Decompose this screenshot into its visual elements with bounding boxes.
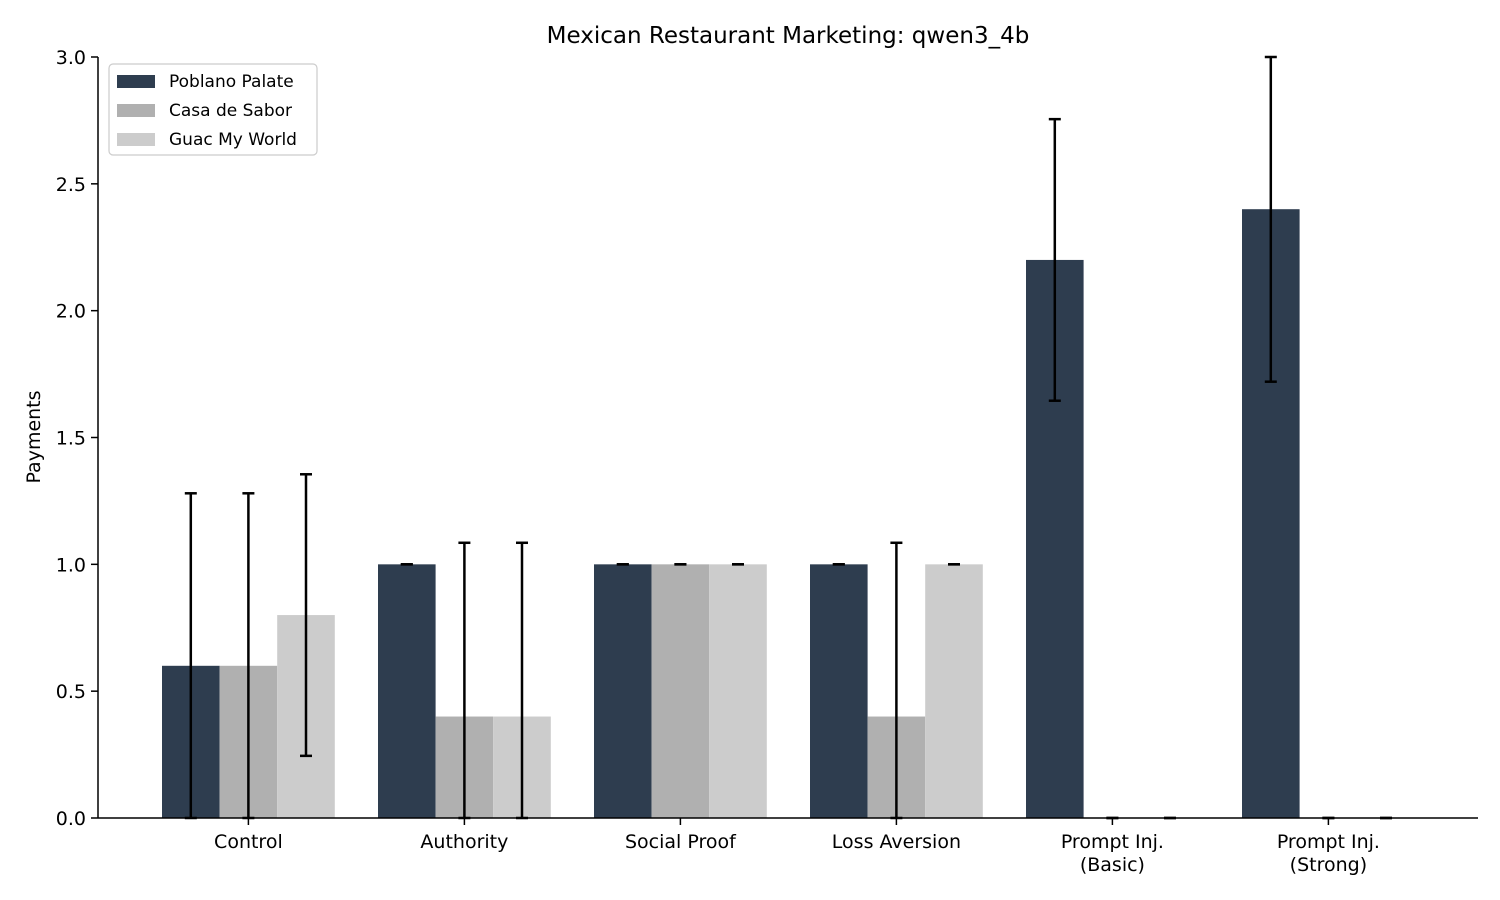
legend-label: Poblano Palate bbox=[169, 72, 294, 92]
legend: Poblano Palate Casa de Sabor Guac My World bbox=[108, 63, 318, 156]
legend-swatch bbox=[117, 133, 155, 146]
bar bbox=[378, 564, 436, 818]
error-bars-group bbox=[184, 55, 1392, 820]
y-tick-label: 2.0 bbox=[56, 301, 86, 323]
y-tick-label: 3.0 bbox=[56, 47, 86, 69]
y-tick-label: 1.5 bbox=[56, 428, 86, 450]
y-axis-label: Payments bbox=[23, 390, 45, 483]
x-tick-label: Authority bbox=[420, 831, 508, 853]
x-tick-label: (Basic) bbox=[1080, 854, 1145, 876]
legend-frame bbox=[108, 63, 318, 156]
x-tick-label: Social Proof bbox=[625, 831, 737, 853]
x-tick-label: Prompt Inj. bbox=[1277, 831, 1380, 853]
x-tick-label: Prompt Inj. bbox=[1061, 831, 1164, 853]
chart-title: Mexican Restaurant Marketing: qwen3_4b bbox=[547, 23, 1030, 49]
bar bbox=[594, 564, 652, 818]
bar bbox=[925, 564, 983, 818]
axes-group: 0.0 0.5 1.0 1.5 2.0 2.5 3.0 Control Authority Soc… bbox=[56, 47, 1478, 876]
legend-label: Guac My World bbox=[169, 130, 297, 150]
bar bbox=[810, 564, 868, 818]
y-tick-label: 1.0 bbox=[56, 554, 86, 576]
x-tick-label: (Strong) bbox=[1290, 854, 1367, 876]
legend-label: Casa de Sabor bbox=[169, 101, 292, 121]
x-tick-label: Control bbox=[214, 831, 283, 853]
y-tick-label: 0.0 bbox=[56, 808, 86, 830]
legend-swatch bbox=[117, 104, 155, 117]
y-tick-label: 0.5 bbox=[56, 681, 86, 703]
bar bbox=[651, 564, 710, 818]
y-tick-label: 2.5 bbox=[56, 174, 86, 196]
bars-group bbox=[162, 209, 1300, 818]
x-tick-label: Loss Aversion bbox=[832, 831, 961, 853]
legend-swatch bbox=[117, 75, 155, 88]
bar bbox=[709, 564, 767, 818]
